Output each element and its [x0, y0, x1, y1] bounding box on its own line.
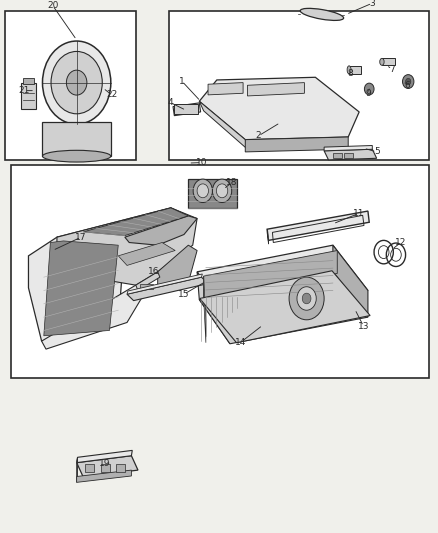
Polygon shape	[127, 277, 208, 301]
Bar	[23, 78, 34, 84]
Circle shape	[364, 83, 374, 95]
Text: 11: 11	[353, 209, 365, 217]
Bar	[333, 153, 342, 158]
Polygon shape	[77, 450, 132, 463]
Polygon shape	[57, 208, 188, 237]
Text: 8: 8	[347, 69, 353, 78]
Circle shape	[212, 179, 232, 203]
Ellipse shape	[380, 58, 384, 65]
Polygon shape	[333, 245, 368, 317]
Polygon shape	[136, 272, 160, 290]
Text: 5: 5	[374, 148, 380, 156]
Bar	[344, 153, 353, 158]
Polygon shape	[245, 137, 348, 152]
Polygon shape	[197, 272, 230, 344]
Text: 19: 19	[99, 459, 111, 468]
Text: 20: 20	[47, 1, 58, 10]
Polygon shape	[204, 251, 337, 298]
Circle shape	[406, 78, 411, 85]
Text: 16: 16	[148, 268, 159, 276]
Bar	[21, 83, 36, 109]
Bar	[101, 464, 110, 472]
Bar	[11, 165, 429, 378]
Bar	[349, 66, 361, 74]
Circle shape	[42, 41, 111, 124]
Polygon shape	[267, 229, 268, 244]
Polygon shape	[247, 83, 304, 96]
Text: 3: 3	[369, 0, 375, 7]
Text: 12: 12	[395, 238, 406, 247]
Circle shape	[51, 52, 102, 114]
Bar	[174, 104, 198, 114]
Text: 4: 4	[167, 98, 173, 107]
Text: 14: 14	[235, 338, 247, 346]
Ellipse shape	[347, 66, 351, 74]
Polygon shape	[77, 456, 138, 477]
Polygon shape	[42, 285, 145, 349]
Polygon shape	[158, 245, 197, 288]
Text: 2: 2	[256, 132, 261, 140]
Bar	[116, 464, 125, 472]
Text: 1: 1	[179, 77, 185, 85]
Polygon shape	[44, 241, 118, 336]
Circle shape	[67, 70, 87, 95]
Polygon shape	[28, 237, 125, 341]
Polygon shape	[199, 272, 368, 344]
Polygon shape	[197, 245, 368, 317]
Bar	[5, 11, 136, 160]
Text: 18: 18	[226, 178, 238, 187]
Text: 6: 6	[404, 81, 410, 90]
Circle shape	[197, 184, 208, 198]
Polygon shape	[127, 274, 202, 294]
Text: 22: 22	[106, 91, 117, 99]
Ellipse shape	[300, 9, 344, 20]
Polygon shape	[118, 243, 175, 265]
Polygon shape	[77, 470, 131, 482]
Bar	[382, 58, 395, 65]
Polygon shape	[324, 146, 372, 151]
Polygon shape	[199, 77, 359, 140]
Circle shape	[193, 179, 212, 203]
Polygon shape	[204, 276, 206, 343]
Polygon shape	[57, 208, 197, 285]
Text: 10: 10	[196, 158, 207, 167]
Polygon shape	[125, 216, 197, 245]
Bar	[188, 179, 237, 208]
Polygon shape	[173, 103, 201, 116]
Text: 7: 7	[389, 65, 395, 74]
Bar	[85, 464, 94, 472]
Polygon shape	[267, 211, 369, 240]
Circle shape	[297, 287, 316, 310]
Polygon shape	[77, 457, 78, 482]
Text: 13: 13	[358, 322, 369, 330]
Circle shape	[216, 184, 228, 198]
Text: 15: 15	[178, 290, 190, 298]
Text: 17: 17	[75, 233, 87, 241]
Bar	[140, 284, 153, 289]
Polygon shape	[208, 83, 243, 95]
Polygon shape	[83, 208, 188, 236]
Circle shape	[289, 277, 324, 320]
Polygon shape	[324, 149, 377, 160]
Polygon shape	[199, 101, 247, 149]
Bar	[169, 11, 429, 160]
Text: 9: 9	[365, 90, 371, 98]
Polygon shape	[200, 271, 370, 343]
Bar	[42, 122, 111, 156]
Ellipse shape	[42, 150, 111, 162]
Circle shape	[403, 75, 414, 88]
Text: 21: 21	[18, 86, 30, 95]
Circle shape	[302, 293, 311, 304]
